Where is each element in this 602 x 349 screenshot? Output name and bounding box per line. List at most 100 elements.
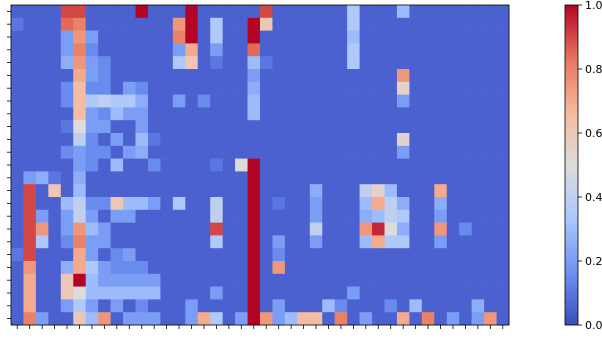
heatmap-cell — [98, 120, 111, 134]
heatmap-cell — [421, 171, 435, 185]
heatmap-cell — [135, 248, 149, 262]
heatmap-cell — [197, 184, 211, 198]
heatmap-cell — [309, 5, 323, 19]
heatmap-cell — [459, 56, 472, 70]
heatmap-cell — [60, 69, 74, 83]
heatmap-cell — [297, 261, 311, 275]
heatmap-cell — [471, 299, 485, 313]
heatmap-cell — [235, 107, 248, 121]
heatmap-cell — [247, 235, 261, 249]
heatmap-cell — [247, 30, 261, 44]
heatmap-cell — [160, 197, 174, 211]
heatmap-cell — [421, 56, 435, 70]
heatmap-cell — [210, 222, 223, 236]
heatmap-cell — [484, 5, 497, 19]
heatmap-cell — [396, 43, 410, 57]
heatmap-cell — [110, 81, 124, 95]
heatmap-cell — [272, 184, 286, 198]
heatmap-cell — [197, 273, 211, 287]
heatmap-cell — [384, 209, 398, 223]
heatmap-cell — [471, 30, 485, 44]
heatmap-cell — [347, 312, 360, 326]
heatmap-cell — [210, 299, 223, 313]
heatmap-cell — [160, 145, 174, 159]
heatmap-cell — [384, 184, 398, 198]
heatmap-cell — [235, 171, 248, 185]
heatmap-cell — [210, 184, 223, 198]
heatmap-cell — [197, 209, 211, 223]
heatmap-cell — [110, 30, 124, 44]
heatmap-cell — [160, 107, 174, 121]
heatmap-cell — [396, 69, 410, 83]
heatmap-cell — [185, 248, 199, 262]
heatmap-cell — [147, 30, 161, 44]
heatmap-cell — [409, 56, 423, 70]
heatmap-cell — [23, 17, 37, 31]
heatmap-cell — [98, 17, 111, 31]
heatmap-cell — [359, 30, 373, 44]
heatmap-cell — [384, 312, 398, 326]
heatmap-cell — [421, 120, 435, 134]
heatmap-cell — [197, 133, 211, 147]
heatmap-cell — [347, 197, 360, 211]
heatmap-cell — [11, 158, 24, 172]
heatmap-cell — [384, 273, 398, 287]
heatmap-cell — [396, 235, 410, 249]
heatmap-cell — [247, 107, 261, 121]
heatmap-cell — [396, 197, 410, 211]
heatmap-cell — [284, 248, 298, 262]
heatmap-cell — [297, 299, 311, 313]
heatmap-cell — [284, 158, 298, 172]
heatmap-cell — [73, 286, 86, 300]
heatmap-cell — [384, 30, 398, 44]
heatmap-cell — [73, 69, 86, 83]
heatmap-cell — [197, 222, 211, 236]
heatmap-cell — [98, 299, 111, 313]
heatmap-cell — [434, 133, 448, 147]
heatmap-cell — [434, 145, 448, 159]
heatmap-cell — [284, 312, 298, 326]
heatmap-cell — [396, 145, 410, 159]
heatmap-cell — [347, 56, 360, 70]
heatmap-cell — [197, 56, 211, 70]
heatmap-cell — [197, 197, 211, 211]
heatmap-cell — [459, 273, 472, 287]
heatmap-cell — [409, 94, 423, 108]
heatmap-cell — [396, 120, 410, 134]
heatmap-cell — [247, 209, 261, 223]
heatmap-cell — [496, 107, 510, 121]
heatmap-cell — [160, 299, 174, 313]
colorbar-tick-label: 1.0 — [585, 0, 602, 12]
heatmap-cell — [459, 209, 472, 223]
heatmap-cell — [135, 222, 149, 236]
heatmap-cell — [235, 133, 248, 147]
heatmap-cell — [384, 235, 398, 249]
heatmap-cell — [434, 286, 448, 300]
heatmap-cell — [347, 145, 360, 159]
heatmap-cell — [334, 235, 348, 249]
heatmap-cell — [372, 69, 385, 83]
colorbar-tick-label: 0.4 — [585, 191, 602, 204]
heatmap-cell — [434, 171, 448, 185]
heatmap-cell — [484, 120, 497, 134]
heatmap-cell — [98, 197, 111, 211]
heatmap-cell — [334, 222, 348, 236]
heatmap-cell — [347, 299, 360, 313]
heatmap-cell — [459, 69, 472, 83]
heatmap-cell — [297, 312, 311, 326]
heatmap-cell — [459, 133, 472, 147]
heatmap-cell — [409, 81, 423, 95]
heatmap-cell — [135, 273, 149, 287]
heatmap-cell — [135, 133, 149, 147]
heatmap-cell — [247, 197, 261, 211]
heatmap-cell — [235, 69, 248, 83]
heatmap-cell — [322, 273, 335, 287]
heatmap-cell — [73, 30, 86, 44]
heatmap-cell — [23, 273, 37, 287]
heatmap-cell — [297, 235, 311, 249]
heatmap-cell — [185, 56, 199, 70]
heatmap-cell — [11, 184, 24, 198]
heatmap-cell — [372, 197, 385, 211]
heatmap-cell — [334, 30, 348, 44]
heatmap-cell — [98, 5, 111, 19]
